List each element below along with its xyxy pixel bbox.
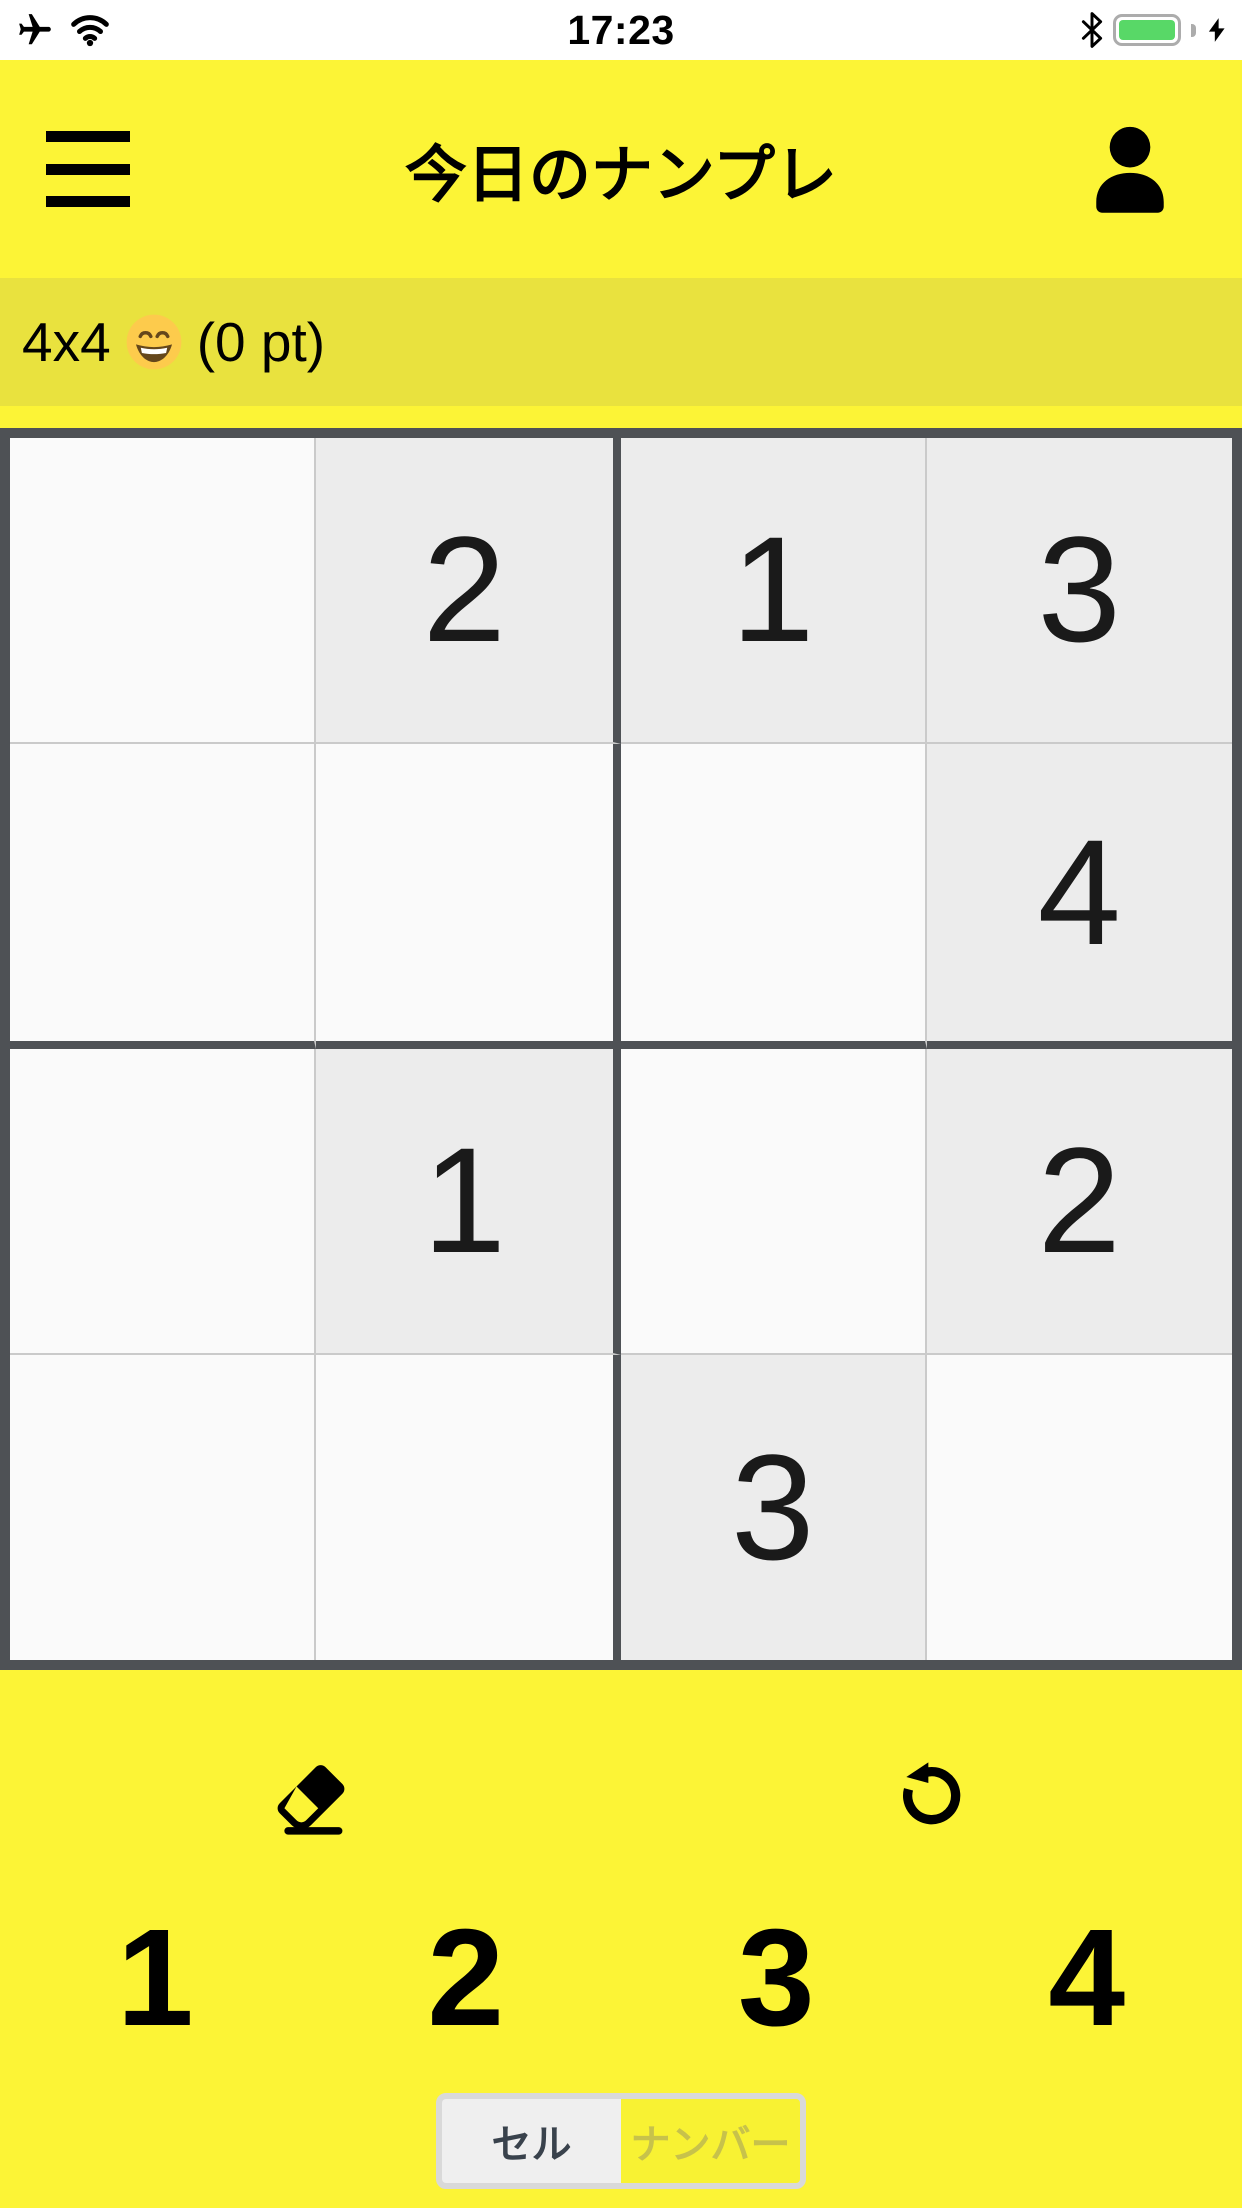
bottom-panel: 1 2 3 4 セル ナンバー (0, 1670, 1242, 2208)
profile-button[interactable] (1084, 119, 1176, 219)
grid-cell[interactable] (926, 1354, 1232, 1660)
bluetooth-icon (1079, 11, 1105, 49)
eraser-icon (277, 1765, 344, 1835)
grid-cell[interactable] (10, 743, 316, 1049)
undo-button[interactable] (621, 1755, 1242, 1837)
sudoku-grid: 2 1 3 4 1 2 3 (0, 428, 1242, 1670)
grid-cell[interactable] (621, 1049, 927, 1355)
hamburger-bar (46, 196, 130, 207)
grid-cell[interactable]: 1 (315, 1049, 621, 1355)
status-bar: 17:23 (0, 0, 1242, 60)
status-bar-left (16, 0, 110, 60)
person-icon (1096, 126, 1164, 213)
mode-option-cell[interactable]: セル (442, 2099, 621, 2183)
numpad-key-4[interactable]: 4 (932, 1909, 1242, 2047)
airplane-mode-icon (16, 11, 54, 49)
hamburger-bar (46, 131, 130, 142)
grid-cell[interactable] (315, 743, 621, 1049)
mode-segmented-control: セル ナンバー (436, 2093, 806, 2189)
grid-cell[interactable]: 1 (621, 438, 927, 744)
numpad-key-3[interactable]: 3 (621, 1909, 932, 2047)
hamburger-menu-button[interactable] (46, 131, 132, 207)
mode-option-number[interactable]: ナンバー (621, 2099, 800, 2183)
grid-cell[interactable] (621, 743, 927, 1049)
app-header: 今日のナンプレ (0, 60, 1242, 278)
grid-cell[interactable]: 3 (621, 1354, 927, 1660)
grid-cell[interactable] (10, 1354, 316, 1660)
number-pad: 1 2 3 4 (0, 1909, 1242, 2047)
page-title: 今日のナンプレ (404, 141, 838, 210)
battery-icon (1113, 14, 1181, 46)
undo-icon (902, 1762, 960, 1825)
grid-cell[interactable] (315, 1354, 621, 1660)
grid-cell[interactable]: 2 (315, 438, 621, 744)
score-label: (0 pt) (196, 311, 326, 373)
grid-cell[interactable]: 4 (926, 743, 1232, 1049)
puzzle-size-label: 4x4 (22, 311, 111, 373)
wifi-icon (70, 13, 110, 47)
numpad-key-1[interactable]: 1 (0, 1909, 311, 2047)
status-bar-clock: 17:23 (567, 6, 675, 53)
status-bar-right (1079, 0, 1230, 60)
numpad-key-2[interactable]: 2 (311, 1909, 622, 2047)
grid-cell[interactable] (10, 438, 316, 744)
grid-cell[interactable] (10, 1049, 316, 1355)
battery-fill (1119, 20, 1175, 40)
hamburger-bar (46, 163, 130, 175)
mode-switch-row: セル ナンバー (0, 2093, 1242, 2189)
charging-bolt-icon (1204, 13, 1230, 47)
tool-row (0, 1755, 1242, 1837)
grid-cell[interactable]: 2 (926, 1049, 1232, 1355)
battery-cap (1191, 23, 1196, 37)
puzzle-info-bar: 4x4 (0 pt) (0, 278, 1242, 406)
eraser-button[interactable] (0, 1755, 621, 1837)
grid-cell[interactable]: 3 (926, 438, 1232, 744)
grinning-face-emoji-icon (125, 313, 183, 371)
